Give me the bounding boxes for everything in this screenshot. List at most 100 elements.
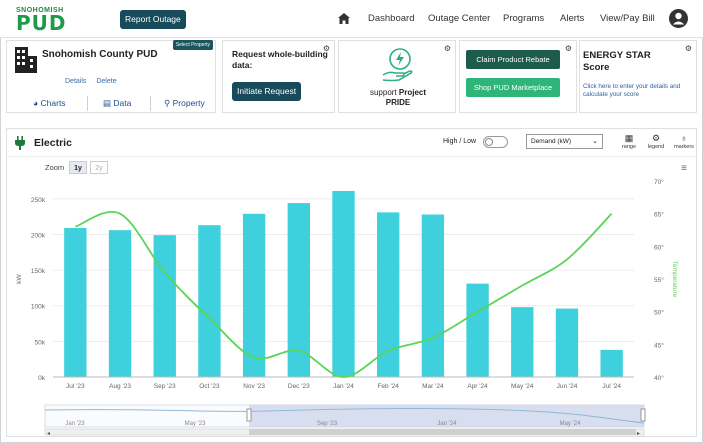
temperature-line xyxy=(75,211,613,378)
navigator-right-handle xyxy=(640,408,646,422)
tab-data-label: Data xyxy=(113,98,132,108)
x-tick-label: Dec '23 xyxy=(288,383,310,390)
x-tick-label: Jul '24 xyxy=(602,383,621,390)
y-right-tick-label: 60° xyxy=(654,243,664,251)
navigator-series-line xyxy=(44,407,645,424)
markers-label: markers xyxy=(674,144,694,150)
high-low-toggle[interactable] xyxy=(483,136,508,148)
marker-pin-icon: ♁ xyxy=(680,133,688,143)
initiate-request-button[interactable]: Initiate Request xyxy=(232,82,302,101)
nav-dashboard[interactable]: Dashboard xyxy=(368,13,415,24)
x-tick-label: Sep '23 xyxy=(154,383,176,390)
y-left-axis-label: kW xyxy=(16,273,23,283)
tab-divider xyxy=(87,96,88,111)
zoom-1y-button[interactable]: 1y xyxy=(69,161,87,174)
energy-star-link[interactable]: Click here to enter your details and cal… xyxy=(583,83,681,98)
tab-property[interactable]: ⚲ Property xyxy=(164,98,205,109)
request-text: Request whole-building data: xyxy=(232,49,328,70)
details-link[interactable]: Details xyxy=(65,78,87,85)
chart-card-header: Electric High / Low Demand (kW) ⌄ ▦ range… xyxy=(7,129,698,157)
x-tick-label: Jun '24 xyxy=(557,383,578,390)
bar xyxy=(555,308,579,377)
gear-icon[interactable]: ⚙ xyxy=(322,44,330,53)
request-data-panel: ⚙ Request whole-building data: Initiate … xyxy=(222,40,335,113)
x-tick-label: Apr '24 xyxy=(467,383,488,390)
y-left-tick-label: 150k xyxy=(31,268,46,275)
bar xyxy=(421,214,445,377)
summary-panels: Snohomish County PUD Select Property Det… xyxy=(6,40,697,113)
pud-logo[interactable]: SNOHOMISH PUD xyxy=(16,7,67,33)
x-tick-label: May '24 xyxy=(511,383,534,390)
y-left-tick-label: 0k xyxy=(38,375,46,382)
account-panel: Snohomish County PUD Select Property Det… xyxy=(6,40,216,113)
top-nav-bar: SNOHOMISH PUD Report Outage Dashboard Ou… xyxy=(0,0,703,38)
navigator-label: May '24 xyxy=(560,421,581,427)
demand-select[interactable]: Demand (kW) ⌄ xyxy=(526,134,603,149)
y-left-tick-label: 100k xyxy=(31,304,46,311)
nav-outage-center[interactable]: Outage Center xyxy=(428,13,491,24)
tab-charts-label: Charts xyxy=(40,98,66,108)
range-control[interactable]: ▦ range xyxy=(619,133,639,150)
y-left-tick-label: 200k xyxy=(31,232,46,239)
gear-icon[interactable]: ⚙ xyxy=(564,44,572,53)
y-right-tick-label: 40° xyxy=(654,374,664,382)
bar xyxy=(511,307,534,377)
chart-title: Electric xyxy=(34,137,72,149)
x-tick-label: Nov '23 xyxy=(243,383,265,390)
select-property-button[interactable]: Select Property xyxy=(172,40,213,50)
building-icon xyxy=(15,47,37,78)
tab-data[interactable]: ▤ Data xyxy=(103,98,131,109)
shop-marketplace-button[interactable]: Shop PUD Marketplace xyxy=(466,78,560,97)
calendar-range-icon: ▦ xyxy=(624,133,634,143)
navigator-selection xyxy=(249,405,644,427)
plug-icon xyxy=(15,136,25,155)
zoom-label: Zoom xyxy=(45,163,65,172)
energy-star-title-line1: ENERGY STAR xyxy=(583,50,651,61)
legend-control[interactable]: ⚙ legend xyxy=(646,133,666,150)
y-right-tick-label: 50° xyxy=(654,309,664,317)
user-icon[interactable] xyxy=(669,9,688,33)
y-right-axis-label: Temperature xyxy=(671,261,678,298)
account-tabs: ◕ Charts ▤ Data ⚲ Property xyxy=(7,96,217,112)
scrollbar-thumb xyxy=(249,429,636,435)
zoom-2y-button[interactable]: 2y xyxy=(90,161,108,174)
scroll-right-arrow-icon: ▸ xyxy=(637,431,640,437)
pride-hand-bolt-icon xyxy=(381,47,417,88)
nav-view-pay-bill[interactable]: View/Pay Bill xyxy=(600,13,655,24)
chevron-down-icon: ⌄ xyxy=(592,138,598,145)
claim-product-rebate-button[interactable]: Claim Product Rebate xyxy=(466,50,560,69)
y-right-tick-label: 45° xyxy=(654,341,664,349)
pride-name: PRIDE xyxy=(385,98,411,107)
legend-label: legend xyxy=(647,144,665,150)
account-name: Snohomish County PUD xyxy=(42,49,158,60)
energy-star-title: ENERGY STAR Score xyxy=(583,50,651,74)
navigator-label: May '23 xyxy=(185,421,206,427)
bar xyxy=(466,283,489,377)
chart-menu-icon[interactable]: ≡ xyxy=(681,163,687,174)
gear-icon[interactable]: ⚙ xyxy=(443,44,451,53)
nav-alerts[interactable]: Alerts xyxy=(560,13,585,24)
bar xyxy=(332,190,355,377)
markers-control[interactable]: ♁ markers xyxy=(674,133,694,150)
energy-star-title-line2: Score xyxy=(583,62,610,73)
delete-link[interactable]: Delete xyxy=(96,78,117,85)
nav-programs[interactable]: Programs xyxy=(503,13,545,24)
bar xyxy=(153,235,176,377)
range-label: range xyxy=(621,144,637,150)
bar xyxy=(377,212,400,377)
scroll-left-arrow-icon: ◂ xyxy=(47,431,50,437)
electric-chart-card: Electric High / Low Demand (kW) ⌄ ▦ range… xyxy=(6,128,698,437)
rebate-panel: ⚙ Claim Product Rebate Shop PUD Marketpl… xyxy=(459,40,577,113)
project-pride-panel[interactable]: ⚙ support Project PRIDE xyxy=(338,40,456,113)
gear-icon[interactable]: ⚙ xyxy=(684,44,692,53)
report-outage-button[interactable]: Report Outage xyxy=(120,10,186,29)
logo-small-text: SNOHOMISH xyxy=(16,7,64,14)
home-icon[interactable] xyxy=(338,11,350,29)
tab-charts[interactable]: ◕ Charts xyxy=(33,98,66,108)
bar xyxy=(600,349,623,377)
x-tick-label: Jan '24 xyxy=(333,383,354,390)
tab-property-label: Property xyxy=(172,98,205,108)
location-pin-icon: ⚲ xyxy=(164,98,171,108)
electric-usage-chart: 0k 50k 100k 150k 200k 250k 40° 45° 50° 55° 60° 65° 7… xyxy=(16,178,678,437)
x-tick-label: Mar '24 xyxy=(422,383,444,390)
